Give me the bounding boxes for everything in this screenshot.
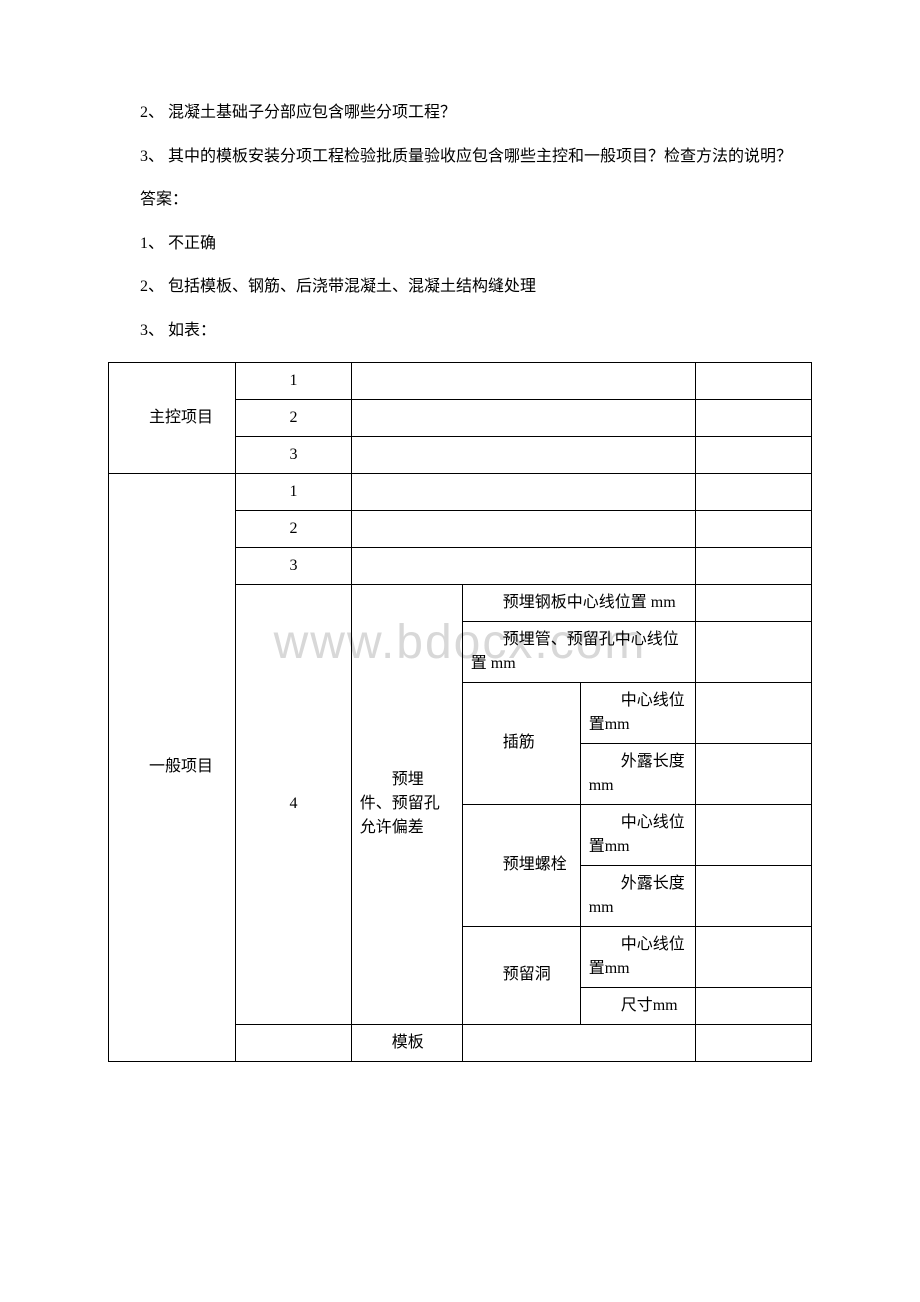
cell-blank: [696, 682, 812, 743]
cell-blank: [696, 362, 812, 399]
cell-number: 3: [236, 436, 352, 473]
cell-blank: [696, 473, 812, 510]
cell-blank: [696, 584, 812, 621]
cell-number: 4: [236, 584, 352, 1024]
answer-2: 2、 包括模板、钢筋、后浇带混凝土、混凝土结构缝处理: [108, 274, 812, 300]
cell-number: 1: [236, 362, 352, 399]
cell-embed-tolerance: 预埋件、预留孔允许偏差: [351, 584, 462, 1024]
cell-blank: [696, 399, 812, 436]
cell-blank: [696, 865, 812, 926]
cell-blank: [351, 436, 696, 473]
cell-blank: [462, 1024, 696, 1061]
cell-center-line: 中心线位置mm: [580, 682, 696, 743]
cell-blank: [351, 473, 696, 510]
cell-embed-plate: 预埋钢板中心线位置 mm: [462, 584, 696, 621]
cell-exposed-len: 外露长度 mm: [580, 743, 696, 804]
cell-blank: [351, 362, 696, 399]
cell-embed-bolt: 预埋螺栓: [462, 804, 580, 926]
cell-dowel: 插筋: [462, 682, 580, 804]
cell-formwork: 模板: [351, 1024, 462, 1061]
document-content: 2、 混凝土基础子分部应包含哪些分项工程？ 3、 其中的模板安装分项工程检验批质…: [108, 100, 812, 1062]
cell-blank: [236, 1024, 352, 1061]
answer-1: 1、 不正确: [108, 231, 812, 257]
cell-blank: [351, 547, 696, 584]
cell-blank: [696, 987, 812, 1024]
cell-blank: [696, 547, 812, 584]
cell-blank: [696, 510, 812, 547]
cell-embed-pipe: 预埋管、预留孔中心线位置 mm: [462, 621, 696, 682]
cell-exposed-len: 外露长度 mm: [580, 865, 696, 926]
answer-3: 3、 如表：: [108, 318, 812, 344]
cell-size-mm: 尺寸mm: [580, 987, 696, 1024]
cell-number: 3: [236, 547, 352, 584]
cell-blank: [351, 399, 696, 436]
cell-blank: [696, 804, 812, 865]
cell-number: 2: [236, 510, 352, 547]
cell-center-line: 中心线位置mm: [580, 926, 696, 987]
cell-center-line: 中心线位置mm: [580, 804, 696, 865]
cell-main-control: 主控项目: [109, 362, 236, 473]
cell-blank: [696, 436, 812, 473]
cell-number: 1: [236, 473, 352, 510]
question-3: 3、 其中的模板安装分项工程检验批质量验收应包含哪些主控和一般项目？检查方法的说…: [108, 144, 812, 170]
table-row: 主控项目 1: [109, 362, 812, 399]
cell-blank: [696, 743, 812, 804]
question-2: 2、 混凝土基础子分部应包含哪些分项工程？: [108, 100, 812, 126]
answer-label: 答案：: [108, 187, 812, 213]
cell-blank: [351, 510, 696, 547]
inspection-table: 主控项目 1 2 3 一般项目 1: [108, 362, 812, 1062]
cell-reserve-hole: 预留洞: [462, 926, 580, 1024]
table-row: 一般项目 1: [109, 473, 812, 510]
cell-blank: [696, 926, 812, 987]
cell-blank: [696, 1024, 812, 1061]
cell-general: 一般项目: [109, 473, 236, 1061]
cell-blank: [696, 621, 812, 682]
cell-number: 2: [236, 399, 352, 436]
